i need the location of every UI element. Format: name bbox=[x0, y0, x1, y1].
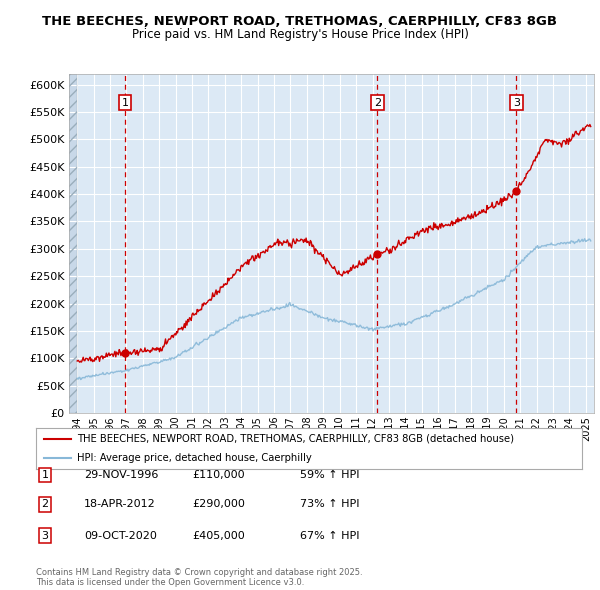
Bar bbox=[69, 74, 77, 413]
Text: 59% ↑ HPI: 59% ↑ HPI bbox=[300, 470, 359, 480]
Text: 1: 1 bbox=[41, 470, 49, 480]
Text: 18-APR-2012: 18-APR-2012 bbox=[84, 500, 156, 509]
Text: 2: 2 bbox=[41, 500, 49, 509]
Text: £290,000: £290,000 bbox=[192, 500, 245, 509]
Text: Contains HM Land Registry data © Crown copyright and database right 2025.
This d: Contains HM Land Registry data © Crown c… bbox=[36, 568, 362, 587]
Text: 73% ↑ HPI: 73% ↑ HPI bbox=[300, 500, 359, 509]
Bar bbox=[69, 74, 77, 413]
Text: THE BEECHES, NEWPORT ROAD, TRETHOMAS, CAERPHILLY, CF83 8GB: THE BEECHES, NEWPORT ROAD, TRETHOMAS, CA… bbox=[43, 15, 557, 28]
Text: £405,000: £405,000 bbox=[192, 531, 245, 540]
Text: 67% ↑ HPI: 67% ↑ HPI bbox=[300, 531, 359, 540]
Text: 2: 2 bbox=[374, 97, 381, 107]
Text: Price paid vs. HM Land Registry's House Price Index (HPI): Price paid vs. HM Land Registry's House … bbox=[131, 28, 469, 41]
Text: 1: 1 bbox=[121, 97, 128, 107]
Text: THE BEECHES, NEWPORT ROAD, TRETHOMAS, CAERPHILLY, CF83 8GB (detached house): THE BEECHES, NEWPORT ROAD, TRETHOMAS, CA… bbox=[77, 434, 514, 444]
Text: 09-OCT-2020: 09-OCT-2020 bbox=[84, 531, 157, 540]
Text: 29-NOV-1996: 29-NOV-1996 bbox=[84, 470, 158, 480]
Text: 3: 3 bbox=[513, 97, 520, 107]
Text: £110,000: £110,000 bbox=[192, 470, 245, 480]
Text: 3: 3 bbox=[41, 531, 49, 540]
Text: HPI: Average price, detached house, Caerphilly: HPI: Average price, detached house, Caer… bbox=[77, 453, 312, 463]
